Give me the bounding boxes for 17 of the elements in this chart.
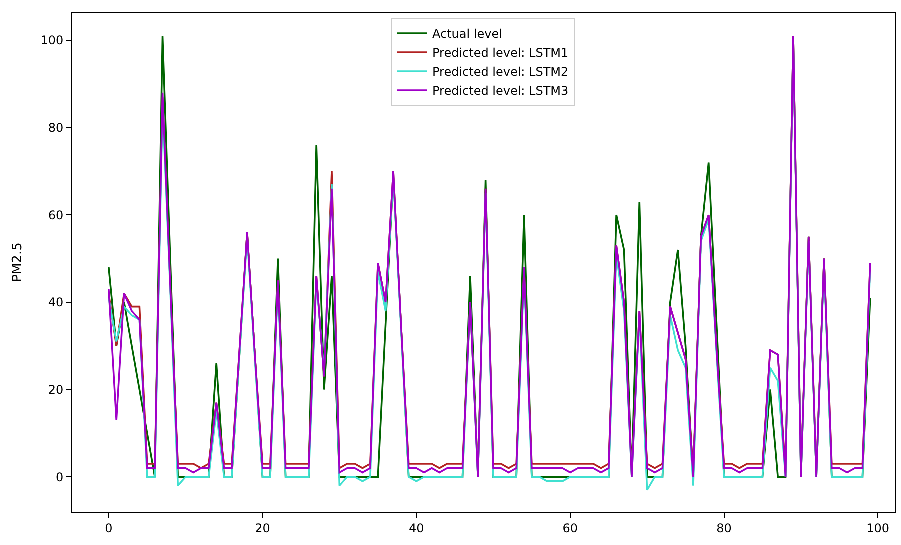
x-tick-label: 100 — [866, 521, 890, 536]
legend-label: Predicted level: LSTM1 — [432, 46, 569, 60]
y-tick-label: 60 — [48, 208, 64, 222]
x-tick-label: 20 — [255, 521, 270, 536]
y-tick-label: 0 — [56, 470, 64, 484]
y-tick-label: 100 — [40, 34, 64, 48]
x-tick-label: 40 — [408, 521, 424, 536]
x-tick-label: 0 — [105, 521, 113, 536]
y-tick-label: 40 — [48, 296, 64, 310]
legend-label: Actual level — [432, 27, 502, 42]
y-axis-title: PM2.5 — [10, 242, 26, 282]
legend-label: Predicted level: LSTM2 — [432, 65, 569, 80]
x-tick-label: 80 — [716, 521, 732, 536]
legend-label: Predicted level: LSTM3 — [432, 84, 569, 98]
x-tick-label: 60 — [562, 521, 578, 536]
y-tick-label: 80 — [48, 121, 64, 136]
y-tick-label: 20 — [48, 382, 64, 397]
